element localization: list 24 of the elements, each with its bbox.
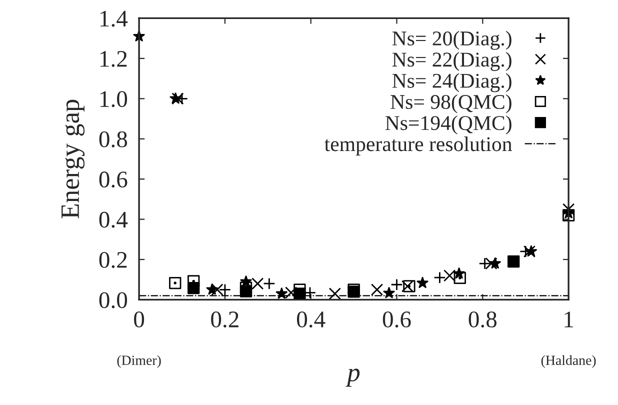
y-tick-label: 0.0 [99,292,128,308]
x-axis-title: p [346,368,360,387]
y-tick-label: 0.6 [99,172,128,188]
x-tick-label: 0.6 [382,311,411,328]
legend-label: Ns= 24(Diag.) [392,73,512,92]
y-tick-label: 0.4 [99,212,128,228]
y-tick-label: 1.0 [100,91,128,108]
y-axis-title: Energy gap [62,100,85,218]
y-tick-label: 0.8 [99,131,128,148]
text: (Dimer) [117,355,161,368]
text: (Haldane) [541,355,596,368]
y-tick-label: 0.2 [99,252,127,268]
x-tick-label: 1 [564,312,574,328]
y-tick-label: 1.2 [100,50,127,67]
y-tick-label: 1.4 [100,10,128,27]
legend-label: Ns=194(QMC) [385,115,512,134]
legend-label: Ns= 98(QMC) [390,94,512,114]
legend-label: Ns= 22(Diag.) [392,52,512,71]
legend-label: Ns= 20(Diag.) [392,30,512,50]
legend-label: temperature resolution [324,136,512,156]
x-tick-label: 0.2 [211,311,238,328]
x-tick-label: 0 [134,311,144,328]
x-tick-label: 0.4 [296,311,326,328]
x-tick-label: 0.8 [468,311,497,328]
